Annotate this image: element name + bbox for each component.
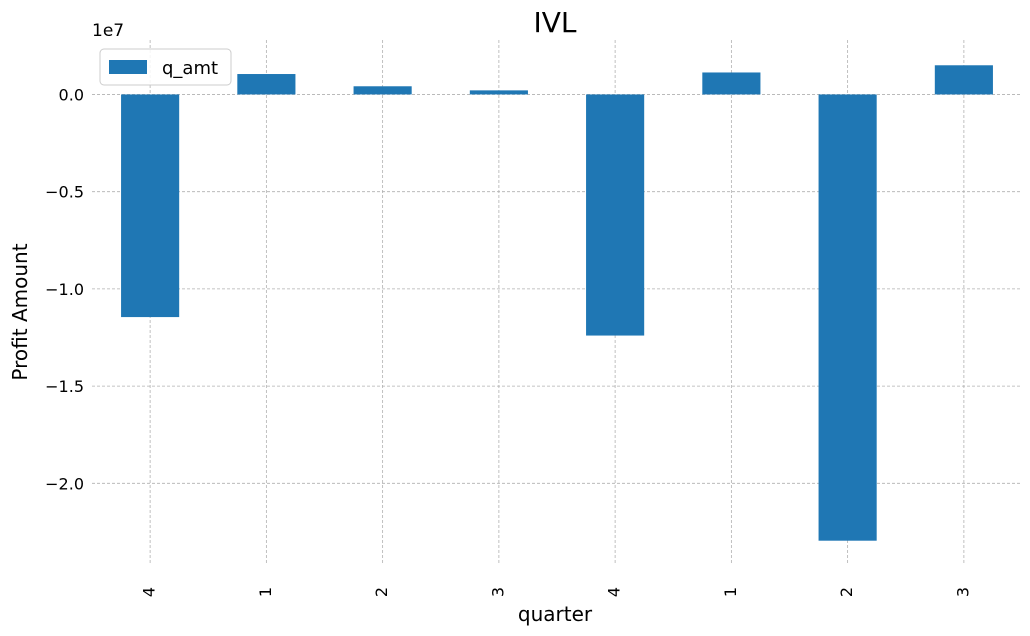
y-tick-labels: 0.0 −0.5 −1.0 −1.5 −2.0 bbox=[45, 85, 84, 493]
bar bbox=[702, 72, 761, 95]
bar bbox=[353, 86, 412, 95]
x-tick-label: 2 bbox=[372, 587, 391, 597]
x-tick-label: 1 bbox=[256, 587, 275, 597]
legend-swatch bbox=[109, 60, 147, 74]
y-tick-label: −0.5 bbox=[45, 183, 84, 202]
bars bbox=[121, 65, 993, 541]
y-axis-label: Profit Amount bbox=[8, 243, 32, 380]
bar bbox=[586, 94, 645, 336]
chart-title: IVL bbox=[533, 6, 576, 39]
x-tick-label: 1 bbox=[721, 587, 740, 597]
x-tick-label: 4 bbox=[140, 587, 159, 597]
x-tick-label: 2 bbox=[837, 587, 856, 597]
bar bbox=[818, 94, 877, 541]
y-tick-label: −2.0 bbox=[45, 474, 84, 493]
legend-label: q_amt bbox=[162, 58, 218, 79]
legend-frame bbox=[99, 48, 232, 86]
grid-lines bbox=[92, 40, 1022, 565]
y-tick-label: −1.5 bbox=[45, 377, 84, 396]
y-offset-label: 1e7 bbox=[92, 21, 124, 41]
legend: q_amt bbox=[99, 48, 232, 86]
x-tick-label: 4 bbox=[605, 587, 624, 597]
x-tick-label: 3 bbox=[953, 587, 972, 597]
bar bbox=[237, 74, 296, 95]
x-axis-label: quarter bbox=[518, 602, 593, 626]
x-tick-label: 3 bbox=[488, 587, 507, 597]
bar bbox=[469, 90, 528, 95]
x-tick-labels: 4 1 2 3 4 1 2 3 bbox=[140, 587, 973, 597]
bar bbox=[934, 65, 993, 95]
y-tick-label: 0.0 bbox=[59, 85, 84, 104]
bar bbox=[121, 94, 180, 318]
y-tick-label: −1.0 bbox=[45, 280, 84, 299]
